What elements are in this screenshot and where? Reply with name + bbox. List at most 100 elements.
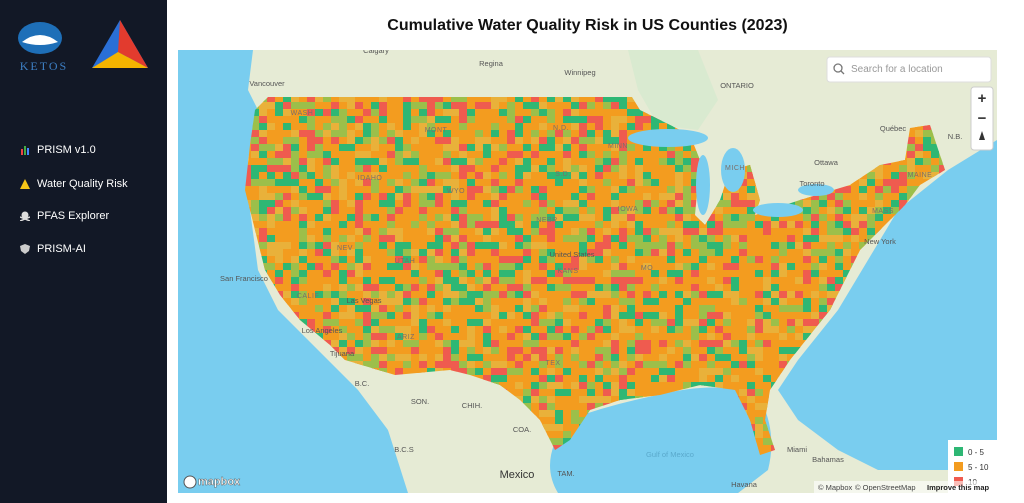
county [419,249,427,256]
county [523,284,531,296]
county [675,361,683,368]
county [579,165,587,177]
state-label: WYO [447,188,465,195]
county [251,151,265,158]
county [595,242,603,249]
nav-item[interactable]: PRISM-AI [20,243,86,255]
county [603,305,617,312]
county [579,410,587,417]
county [499,123,507,135]
county [619,228,627,235]
county [411,305,419,317]
county [563,361,571,368]
county [395,368,403,375]
county [555,256,563,263]
county [851,193,859,205]
county [403,270,411,277]
zoom-in[interactable]: + [978,90,987,107]
county [267,242,275,249]
county [747,207,755,214]
county [611,340,625,347]
county [323,186,331,198]
nav-item[interactable]: Water Quality Risk [20,178,128,190]
county [843,193,851,200]
county [635,158,643,165]
county [571,284,579,291]
county [763,319,771,326]
search-box[interactable] [826,56,992,83]
county [443,312,451,319]
county [515,179,529,186]
county [435,270,443,277]
county [779,277,787,284]
county [683,291,691,298]
county [611,270,619,277]
county [467,165,475,172]
county [603,340,617,347]
nav-item[interactable]: PRISM v1.0 [20,144,96,156]
nav-label: PFAS Explorer [37,210,110,222]
county [443,270,457,277]
zoom-out[interactable]: − [978,110,987,127]
county [715,368,723,375]
county [571,109,585,116]
county [643,242,651,249]
county [675,235,683,247]
county [459,186,467,198]
county [755,284,763,291]
county [291,284,305,291]
county [379,137,387,144]
county [555,291,563,303]
county [595,137,603,144]
county [651,214,659,221]
county [475,326,483,333]
county [347,340,355,347]
county [539,207,547,214]
county [419,263,427,270]
county [291,235,299,242]
county [531,305,539,312]
county [683,284,691,296]
county [395,284,403,291]
place-label: New York [864,237,896,246]
county [603,172,617,179]
county [339,158,347,165]
compass[interactable] [979,131,985,140]
county [683,200,691,207]
county [891,193,899,205]
county [315,270,329,277]
county [707,340,715,347]
county [275,130,289,137]
county [619,284,627,291]
county [539,361,547,368]
county [283,165,291,172]
county [627,179,635,186]
county [411,193,419,200]
county [419,97,427,102]
county [307,242,315,249]
county [675,340,683,352]
attribution-link[interactable]: Improve this map [927,483,990,492]
county [483,158,491,165]
county [675,193,689,200]
county [795,214,803,221]
county [531,277,539,284]
county [315,256,329,263]
county [659,228,667,240]
county [251,207,259,214]
county [563,242,571,249]
county [483,116,491,128]
county [859,207,867,214]
county [443,151,451,158]
county [427,249,435,256]
county [499,291,507,303]
county [771,249,779,256]
county [323,291,331,303]
county [771,277,785,284]
county [547,235,555,242]
county [347,256,355,263]
nav-item[interactable]: PFAS Explorer [20,210,109,222]
county [635,270,643,277]
county [451,298,465,305]
